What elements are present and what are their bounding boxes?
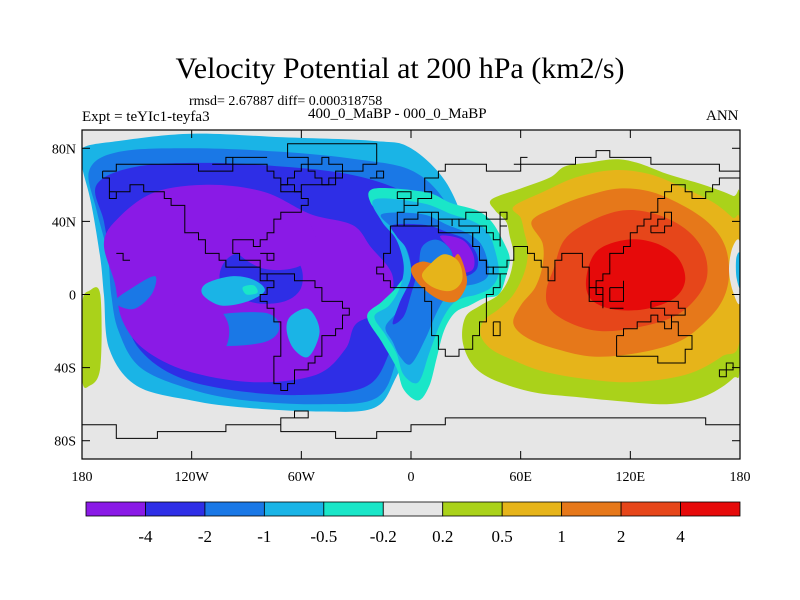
x-tick-label-3: 0 (408, 470, 415, 485)
contour-region-7 (242, 285, 258, 295)
coastline-20 (116, 252, 130, 261)
contour-fields (82, 130, 740, 459)
coastline-10 (396, 191, 412, 206)
colorbar-swatch-8 (561, 501, 622, 517)
colorbar-label-8: 2 (617, 527, 626, 546)
contour-region-20 (421, 254, 463, 292)
experiment-label: Expt = teYIc1-teyfa3 (82, 109, 210, 125)
colorbar-swatch-5 (382, 501, 444, 517)
colorbar-label-9: 4 (676, 527, 685, 546)
x-tick-label-2: 60W (288, 470, 316, 485)
coastline-19 (212, 156, 268, 165)
colorbar: -4 -2 -1 -0.5 -0.2 0.2 0.5 1 2 4 (85, 501, 741, 546)
coastline-2 (287, 143, 378, 186)
colorbar-swatch-4 (323, 501, 384, 517)
coastline-14 (609, 280, 624, 302)
colorbar-swatch-3 (263, 501, 325, 517)
stats-label: rmsd= 2.67887 diff= 0.000318758 (189, 94, 383, 109)
contour-region-18 (439, 235, 475, 273)
contour-region-8 (286, 308, 320, 358)
x-axis: 180 120W 60W 0 60E 120E 180 (72, 130, 751, 485)
coastline-6 (390, 211, 459, 227)
contour-region-11 (230, 211, 317, 271)
coastline-0 (102, 163, 350, 391)
y-tick-label-1: 40N (52, 215, 76, 230)
colorbar-label-3: -0.5 (310, 527, 337, 546)
x-tick-label-5: 120E (616, 470, 646, 485)
colorbar-swatch-7 (501, 501, 563, 517)
coastline-7 (616, 314, 693, 364)
colorbar-label-7: 1 (557, 527, 566, 546)
y-tick-label-2: 0 (69, 289, 76, 304)
coastline-8 (82, 410, 740, 439)
experiment-name-label: 400_0_MaBP - 000_0_MaBP (308, 106, 487, 122)
coastline-11 (650, 211, 672, 234)
contour-region-22 (555, 137, 740, 176)
colorbar-label-6: 0.5 (492, 527, 513, 546)
y-tick-label-3: 40S (54, 362, 76, 377)
coastline-15 (650, 300, 686, 316)
coastlines (82, 143, 740, 439)
coastline-9 (369, 170, 385, 179)
contour-region-26 (585, 239, 686, 311)
colorbar-swatch-0 (85, 501, 146, 517)
colorbar-swatch-6 (442, 501, 503, 517)
season-label: ANN (706, 108, 739, 124)
colorbar-label-4: -0.2 (370, 527, 397, 546)
colorbar-label-5: 0.2 (432, 527, 453, 546)
x-tick-label-1: 120W (175, 470, 210, 485)
coastline-1 (280, 156, 343, 193)
contour-region-12 (150, 301, 230, 359)
contour-region-13 (82, 287, 102, 388)
y-axis: 80N 40N 0 40S 80S (52, 142, 740, 450)
colorbar-label-1: -2 (198, 527, 212, 546)
coastline-17 (718, 362, 734, 378)
y-tick-label-0: 80N (52, 142, 76, 157)
coastline-16 (492, 321, 501, 337)
contour-region-28 (735, 252, 740, 288)
colorbar-label-0: -4 (138, 527, 153, 546)
x-tick-label-4: 60E (509, 470, 532, 485)
coastline-12 (588, 287, 604, 309)
coastline-5 (458, 177, 740, 295)
colorbar-swatch-10 (680, 501, 741, 517)
colorbar-label-2: -1 (257, 527, 271, 546)
coastline-21 (513, 156, 528, 165)
coastline-18 (260, 252, 275, 261)
colorbar-swatch-2 (204, 501, 265, 517)
y-tick-label-4: 80S (54, 435, 76, 450)
colorbar-swatch-1 (145, 501, 206, 517)
contour-region-6 (201, 276, 265, 306)
chart-title: Velocity Potential at 200 hPa (km2/s) (175, 52, 625, 85)
x-tick-label-0: 180 (72, 470, 93, 485)
contour-region-10 (114, 276, 157, 310)
colorbar-swatch-9 (620, 501, 681, 517)
coastline-4 (390, 150, 740, 227)
x-tick-label-6: 180 (730, 470, 751, 485)
